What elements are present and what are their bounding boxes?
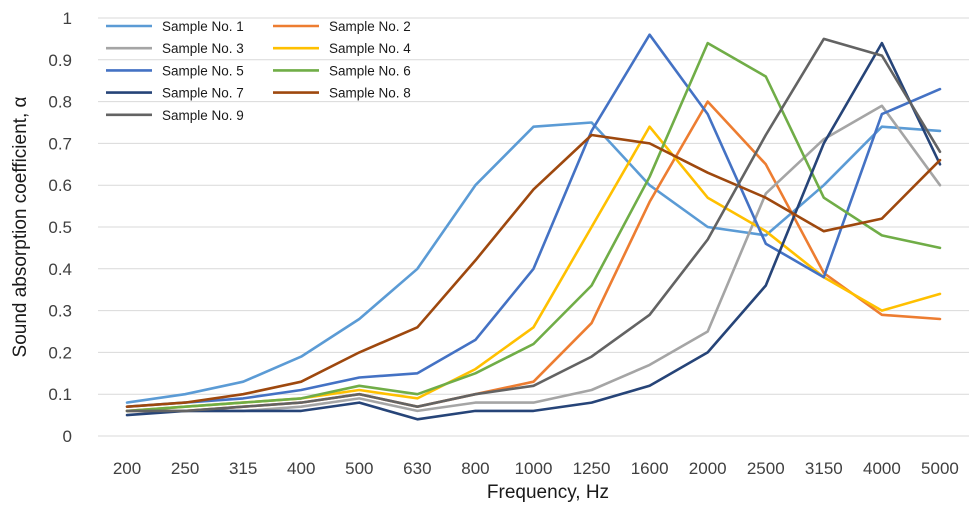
y-tick-label: 0.6 bbox=[48, 176, 72, 195]
legend-label: Sample No. 1 bbox=[162, 19, 244, 34]
x-tick-label: 3150 bbox=[805, 459, 843, 478]
y-tick-label: 0.7 bbox=[48, 134, 72, 153]
y-tick-label: 0.2 bbox=[48, 343, 72, 362]
series-line bbox=[125, 104, 942, 413]
x-tick-label: 250 bbox=[171, 459, 199, 478]
x-tick-label: 630 bbox=[403, 459, 431, 478]
series-line bbox=[125, 33, 942, 409]
y-tick-label: 0 bbox=[63, 427, 72, 446]
y-tick-labels: 0 0.1 0.2 0.3 0.4 0.5 0.6 0.7 0.8 0.9 1 bbox=[48, 9, 72, 446]
series-line bbox=[125, 121, 942, 404]
y-axis-title: Sound absorption coefficient, α bbox=[10, 97, 31, 358]
x-tick-label: 5000 bbox=[921, 459, 959, 478]
series-line bbox=[125, 37, 942, 413]
legend-label: Sample No. 5 bbox=[162, 63, 244, 78]
x-tick-label: 4000 bbox=[863, 459, 901, 478]
y-tick-label: 0.4 bbox=[48, 260, 72, 279]
x-tick-label: 200 bbox=[113, 459, 141, 478]
series-lines bbox=[125, 33, 942, 421]
x-tick-label: 800 bbox=[461, 459, 489, 478]
legend-label: Sample No. 8 bbox=[329, 86, 411, 101]
y-tick-label: 1 bbox=[63, 9, 72, 28]
legend-label: Sample No. 6 bbox=[329, 63, 411, 78]
x-axis-title: Frequency, Hz bbox=[487, 482, 609, 503]
legend-label: Sample No. 3 bbox=[162, 41, 244, 56]
legend-label: Sample No. 4 bbox=[329, 41, 411, 56]
x-tick-label: 2000 bbox=[689, 459, 727, 478]
y-tick-label: 0.3 bbox=[48, 302, 72, 321]
y-tick-label: 0.8 bbox=[48, 93, 72, 112]
x-tick-label: 400 bbox=[287, 459, 315, 478]
series-line bbox=[125, 100, 942, 413]
x-tick-labels: 200 250 315 400 500 630 800 1000 1250 1600 2000 250… bbox=[113, 459, 959, 478]
series-line bbox=[125, 41, 942, 421]
legend-label: Sample No. 9 bbox=[162, 108, 244, 123]
x-tick-label: 1250 bbox=[573, 459, 611, 478]
legend-label: Sample No. 2 bbox=[329, 19, 411, 34]
y-tick-label: 0.1 bbox=[48, 385, 72, 404]
legend: Sample No. 1 Sample No. 2 Sample No. 3 Samp… bbox=[106, 19, 411, 123]
x-tick-label: 1600 bbox=[631, 459, 669, 478]
x-tick-label: 1000 bbox=[515, 459, 553, 478]
series-line bbox=[125, 41, 942, 413]
series-line bbox=[125, 133, 942, 409]
x-tick-label: 2500 bbox=[747, 459, 785, 478]
y-tick-label: 0.5 bbox=[48, 218, 72, 237]
x-tick-label: 500 bbox=[345, 459, 373, 478]
y-tick-label: 0.9 bbox=[48, 51, 72, 70]
legend-label: Sample No. 7 bbox=[162, 86, 244, 101]
x-tick-label: 315 bbox=[229, 459, 257, 478]
